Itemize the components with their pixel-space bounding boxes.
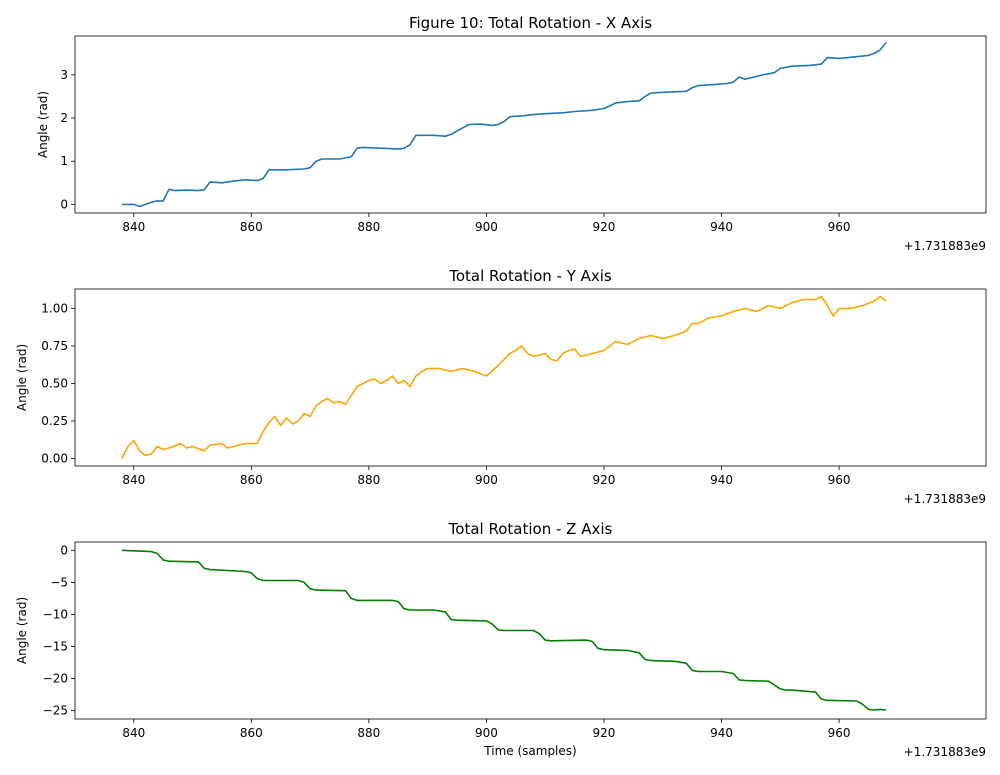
series-line [122, 41, 887, 208]
y-tick-label: 0 [60, 197, 68, 211]
subplot-x-axis: 840 860 880 900 920 940 960 0 1 2 3 Figure 10: Tota… [36, 14, 987, 253]
x-offset-label: +1.731883e9 [904, 239, 986, 253]
x-tick-label: 940 [710, 473, 733, 487]
y-tick-label: 1 [60, 154, 68, 168]
y-tick-label: −10 [43, 607, 68, 621]
subplot-z-axis: 840 860 880 900 920 940 960 0 −5 −10 −15 −20 −25 Tota… [15, 520, 987, 759]
y-tick-label: 0.75 [41, 339, 68, 353]
subplot-y-axis: 840 860 880 900 920 940 960 0.00 0.25 0.50 0.75 1.0… [15, 267, 987, 506]
x-tick-label: 900 [475, 220, 498, 234]
x-tick-label: 880 [357, 726, 380, 740]
y-tick-label: 3 [60, 68, 68, 82]
x-tick-label: 880 [357, 220, 380, 234]
x-tick-label: 960 [828, 473, 851, 487]
x-tick-label: 960 [828, 220, 851, 234]
y-tick-label: −20 [43, 672, 68, 686]
y-axis-label: Angle (rad) [15, 344, 29, 411]
x-tick-label: 860 [240, 220, 263, 234]
x-offset-label: +1.731883e9 [904, 492, 986, 506]
x-tick-label: 840 [122, 726, 145, 740]
axes-frame [74, 35, 987, 214]
y-tick-label: −15 [43, 640, 68, 654]
y-tick-label: −5 [50, 575, 68, 589]
x-tick-label: 880 [357, 473, 380, 487]
x-tick-label: 900 [475, 726, 498, 740]
chart-title: Total Rotation - Z Axis [448, 520, 613, 538]
x-tick-label: 920 [593, 726, 616, 740]
y-tick-label: 0 [60, 543, 68, 557]
x-offset-label: +1.731883e9 [904, 745, 986, 759]
x-tick-label: 920 [593, 220, 616, 234]
x-tick-label: 840 [122, 473, 145, 487]
x-axis-label: Time (samples) [483, 744, 576, 758]
chart-title: Total Rotation - Y Axis [448, 267, 612, 285]
y-tick-label: 2 [60, 111, 68, 125]
y-tick-label: 0.50 [41, 377, 68, 391]
y-tick-label: −25 [43, 704, 68, 718]
x-tick-label: 920 [593, 473, 616, 487]
x-tick-label: 860 [240, 473, 263, 487]
y-axis-label: Angle (rad) [36, 91, 50, 158]
y-axis-label: Angle (rad) [15, 597, 29, 664]
x-tick-label: 940 [710, 726, 733, 740]
y-tick-label: 0.00 [41, 452, 68, 466]
x-tick-label: 960 [828, 726, 851, 740]
x-tick-label: 860 [240, 726, 263, 740]
chart-title: Figure 10: Total Rotation - X Axis [409, 14, 652, 32]
axes-frame [74, 541, 987, 720]
x-tick-label: 840 [122, 220, 145, 234]
series-line [121, 295, 887, 459]
x-tick-label: 900 [475, 473, 498, 487]
series-line [121, 549, 887, 711]
axes-frame [74, 288, 987, 467]
x-tick-label: 940 [710, 220, 733, 234]
y-tick-label: 1.00 [41, 302, 68, 316]
y-tick-label: 0.25 [41, 414, 68, 428]
